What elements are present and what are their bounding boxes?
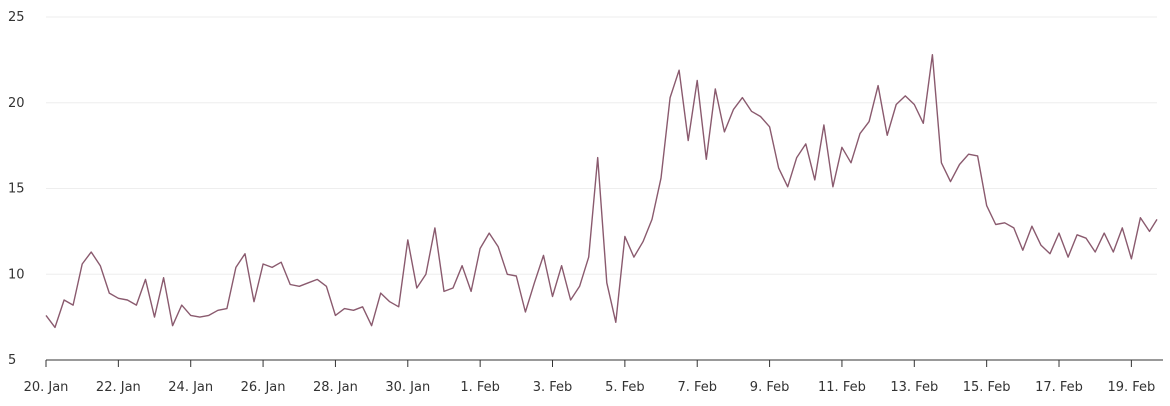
x-tick-label: 15. Feb — [963, 380, 1011, 395]
x-tick-label: 9. Feb — [750, 380, 790, 395]
y-tick-label-15: 15 — [8, 182, 25, 197]
x-tick-label: 26. Jan — [241, 380, 286, 395]
x-tick-label: 11. Feb — [818, 380, 866, 395]
y-axis-tick-labels: 5 10 15 20 25 — [8, 10, 25, 368]
x-tick-label: 19. Feb — [1107, 380, 1155, 395]
x-axis-ticks: 20. Jan 22. Jan 24. Jan 26. Jan 28. Jan 30. J… — [24, 360, 1155, 395]
y-tick-label-20: 20 — [8, 96, 25, 111]
x-tick-label: 20. Jan — [24, 380, 69, 395]
x-tick-label: 13. Feb — [890, 380, 938, 395]
x-tick-label: 30. Jan — [385, 380, 430, 395]
y-tick-label-25: 25 — [8, 10, 25, 25]
x-tick-label: 24. Jan — [168, 380, 213, 395]
x-tick-label: 7. Feb — [677, 380, 717, 395]
series-line-0 — [45, 54, 1158, 329]
x-tick-label: 3. Feb — [533, 380, 573, 395]
y-tick-label-5: 5 — [8, 353, 16, 368]
x-tick-label: 17. Feb — [1035, 380, 1083, 395]
x-tick-label: 28. Jan — [313, 380, 358, 395]
x-tick-label: 1. Feb — [460, 380, 500, 395]
y-tick-label-10: 10 — [8, 267, 25, 282]
x-tick-label: 22. Jan — [96, 380, 141, 395]
x-tick-label: 5. Feb — [605, 380, 645, 395]
y-grid-lines — [46, 16, 1157, 275]
series-group — [45, 54, 1158, 329]
